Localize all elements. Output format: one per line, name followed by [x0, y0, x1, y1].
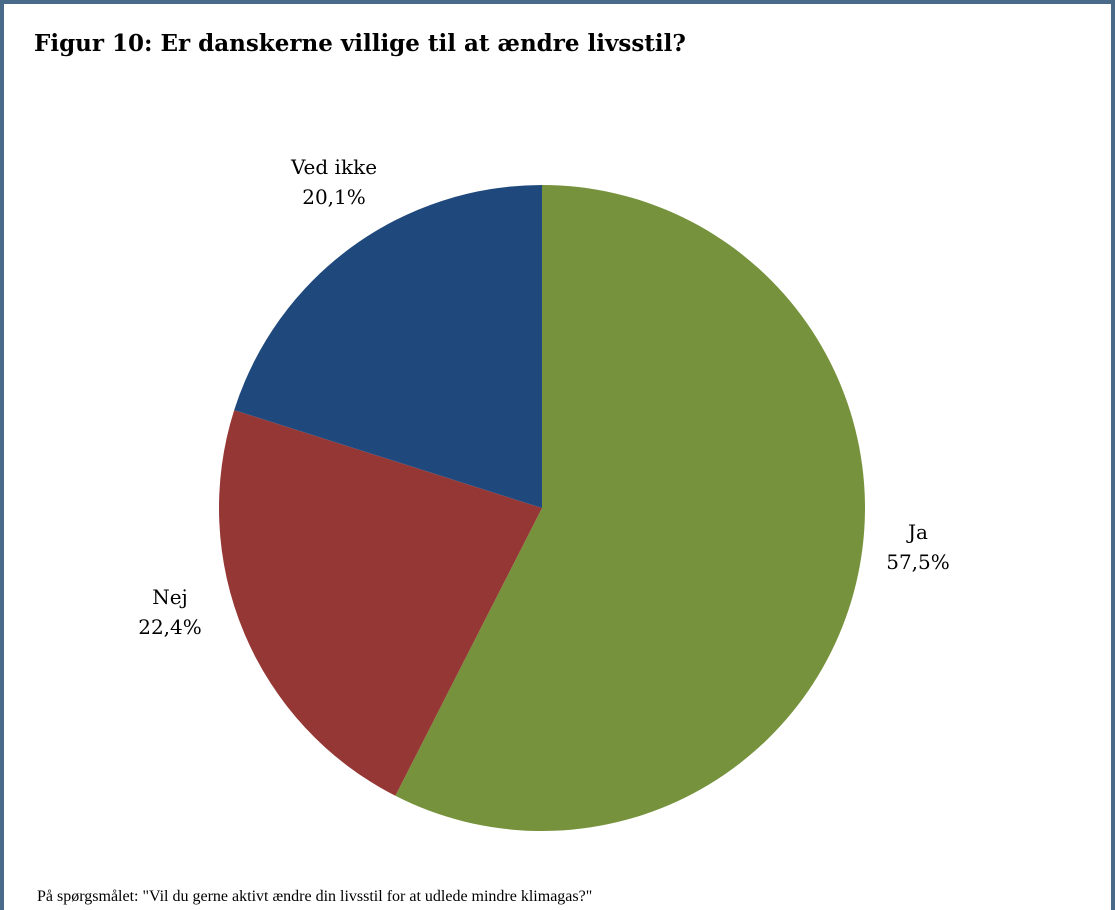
- slice-label-ja: Ja: [906, 520, 928, 544]
- pie-slice-ved-ikke: [234, 185, 542, 508]
- slice-label-ved-ikke: Ved ikke: [290, 155, 377, 179]
- slice-value-ved-ikke: 20,1%: [302, 185, 366, 209]
- chart-note: På spørgsmålet: "Vil du gerne aktivt ænd…: [37, 888, 593, 905]
- pie-slice-ja: [395, 184, 866, 832]
- slice-label-nej: Nej: [152, 585, 188, 609]
- pie-slice-nej: [219, 410, 542, 796]
- slice-value-nej: 22,4%: [138, 615, 202, 639]
- slice-value-ja: 57,5%: [886, 550, 950, 574]
- chart-title: Figur 10: Er danskerne villige til at æn…: [34, 30, 686, 57]
- pie-chart: Ja 57,5% Nej 22,4% Ved ikke 20,1%: [138, 155, 950, 832]
